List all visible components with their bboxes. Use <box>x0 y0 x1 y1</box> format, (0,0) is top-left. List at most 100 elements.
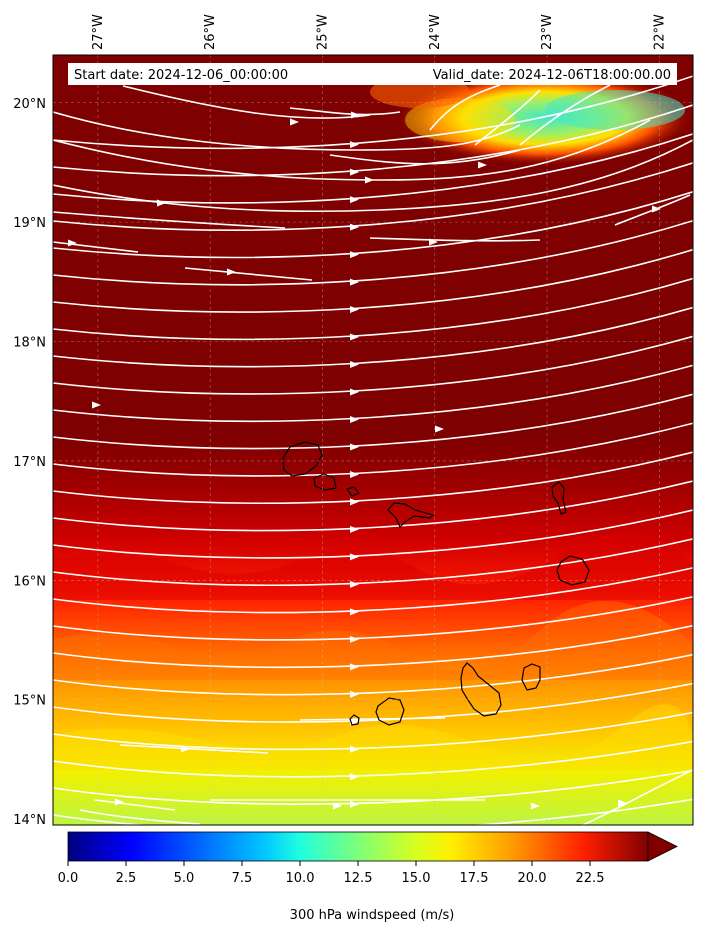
lat-tick-label: 20°N <box>13 97 46 112</box>
streamline <box>614 194 691 226</box>
streamline <box>329 149 521 165</box>
lon-tick-label: 23°W <box>540 14 555 50</box>
streamline <box>53 75 693 150</box>
island-santo-antao <box>282 441 323 477</box>
streamline-arrow <box>350 690 359 698</box>
header-background <box>68 63 677 85</box>
streamline-arrow <box>350 553 359 561</box>
lon-tick-label: 22°W <box>652 14 667 50</box>
lat-tick-label: 14°N <box>13 813 46 828</box>
streamline-arrow <box>350 608 359 616</box>
streamline-arrow <box>350 196 359 204</box>
streamline-arrow <box>618 799 627 807</box>
streamline-arrow <box>429 238 438 246</box>
streamline <box>289 107 401 116</box>
lon-tick-label: 26°W <box>203 14 218 50</box>
island-fogo <box>375 697 405 726</box>
colorbar-tick-label: 0.0 <box>58 871 79 886</box>
colorbar-tick-label: 17.5 <box>460 871 489 886</box>
colorbar-tick-label: 5.0 <box>174 871 195 886</box>
streamline-arrow <box>68 239 77 247</box>
streamline <box>184 267 313 281</box>
streamline-arrow <box>652 205 661 213</box>
lon-tick-label: 27°W <box>91 14 106 50</box>
island-sao-vicente <box>313 473 337 491</box>
gridlines <box>53 55 693 825</box>
streamline-arrow <box>350 745 359 753</box>
streamline-arrow <box>350 635 359 643</box>
colorbar-ticks: 0.0 2.5 5.0 7.5 10.0 12.5 15.0 17.5 20.0 22.5 <box>58 861 604 886</box>
streamline-arrow <box>333 802 342 810</box>
streamline-arrow <box>350 278 359 286</box>
streamline-arrow <box>115 798 124 806</box>
island-santa-luzia <box>346 486 360 497</box>
streamline-arrow <box>350 525 359 533</box>
streamline-arrow <box>350 800 359 808</box>
streamline <box>53 798 693 825</box>
streamline <box>94 799 176 811</box>
streamline <box>122 85 371 119</box>
streamline-arrow <box>350 223 359 231</box>
colorbar-tick-label: 7.5 <box>232 871 253 886</box>
streamline-arrow <box>157 199 166 207</box>
island-brava <box>349 714 360 726</box>
colorbar-tick-label: 2.5 <box>116 871 137 886</box>
streamline-arrow <box>350 498 359 506</box>
streamline <box>53 133 693 204</box>
lat-tick-label: 17°N <box>13 455 46 470</box>
streamline <box>474 89 541 146</box>
lon-tick-labels: 27°W 26°W 25°W 24°W 23°W 22°W <box>91 14 667 50</box>
colorbar: 0.0 2.5 5.0 7.5 10.0 12.5 15.0 17.5 20.0 22.5 300… <box>58 831 678 923</box>
streamline-arrow <box>350 773 359 781</box>
lat-tick-label: 18°N <box>13 336 46 351</box>
streamline <box>519 84 611 146</box>
streamline-arrow <box>350 361 359 369</box>
streamline-arrow <box>350 141 359 149</box>
island-boa-vista <box>556 555 590 586</box>
colorbar-tick-label: 10.0 <box>286 871 315 886</box>
streamline-arrow <box>365 176 374 184</box>
streamline <box>299 717 446 721</box>
streamline-arrow <box>181 745 190 753</box>
streamline-arrow <box>531 802 540 810</box>
valid-date-label: Valid_date: 2024-12-06T18:00:00.00 <box>433 68 671 83</box>
streamline-arrow <box>350 580 359 588</box>
streamline-arrow <box>290 118 299 126</box>
streamline-arrow <box>350 663 359 671</box>
streamline-arrow <box>350 388 359 396</box>
coastlines <box>282 441 590 726</box>
lon-tick-label: 24°W <box>428 14 443 50</box>
streamline <box>429 84 501 131</box>
streamline <box>119 744 269 754</box>
streamline-arrow <box>350 415 359 423</box>
streamline <box>53 139 693 213</box>
streamline <box>369 237 541 242</box>
streamline <box>53 119 651 181</box>
island-sal <box>551 481 567 515</box>
streamline-arrow <box>350 470 359 478</box>
streamline-arrow <box>351 111 360 119</box>
island-maio <box>521 663 541 691</box>
streamline-arrow <box>478 161 487 169</box>
streamline-arrow <box>227 268 236 276</box>
lat-tick-labels: 14°N 15°N 16°N 17°N 18°N 19°N 20°N <box>13 97 46 828</box>
lon-tick-label: 25°W <box>315 14 330 50</box>
lat-tick-label: 15°N <box>13 694 46 709</box>
windspeed-field <box>53 55 693 825</box>
date-header: Start date: 2024-12-06_00:00:00 Valid_da… <box>68 63 677 85</box>
lat-tick-label: 16°N <box>13 574 46 589</box>
colorbar-tick-label: 20.0 <box>518 871 547 886</box>
streamline-arrow <box>350 168 359 176</box>
streamline <box>53 104 693 177</box>
colorbar-label: 300 hPa windspeed (m/s) <box>290 908 455 923</box>
streamline-arrow <box>350 251 359 259</box>
streamline-arrow <box>92 401 101 409</box>
start-date-label: Start date: 2024-12-06_00:00:00 <box>74 68 288 83</box>
colorbar-extend-triangle <box>647 831 678 862</box>
colorbar-ramp <box>67 831 649 862</box>
colorbar-tick-label: 12.5 <box>344 871 373 886</box>
lat-tick-label: 19°N <box>13 216 46 231</box>
streamline <box>53 111 521 151</box>
streamline-arrow <box>350 443 359 451</box>
island-sao-nicolau <box>387 502 435 529</box>
